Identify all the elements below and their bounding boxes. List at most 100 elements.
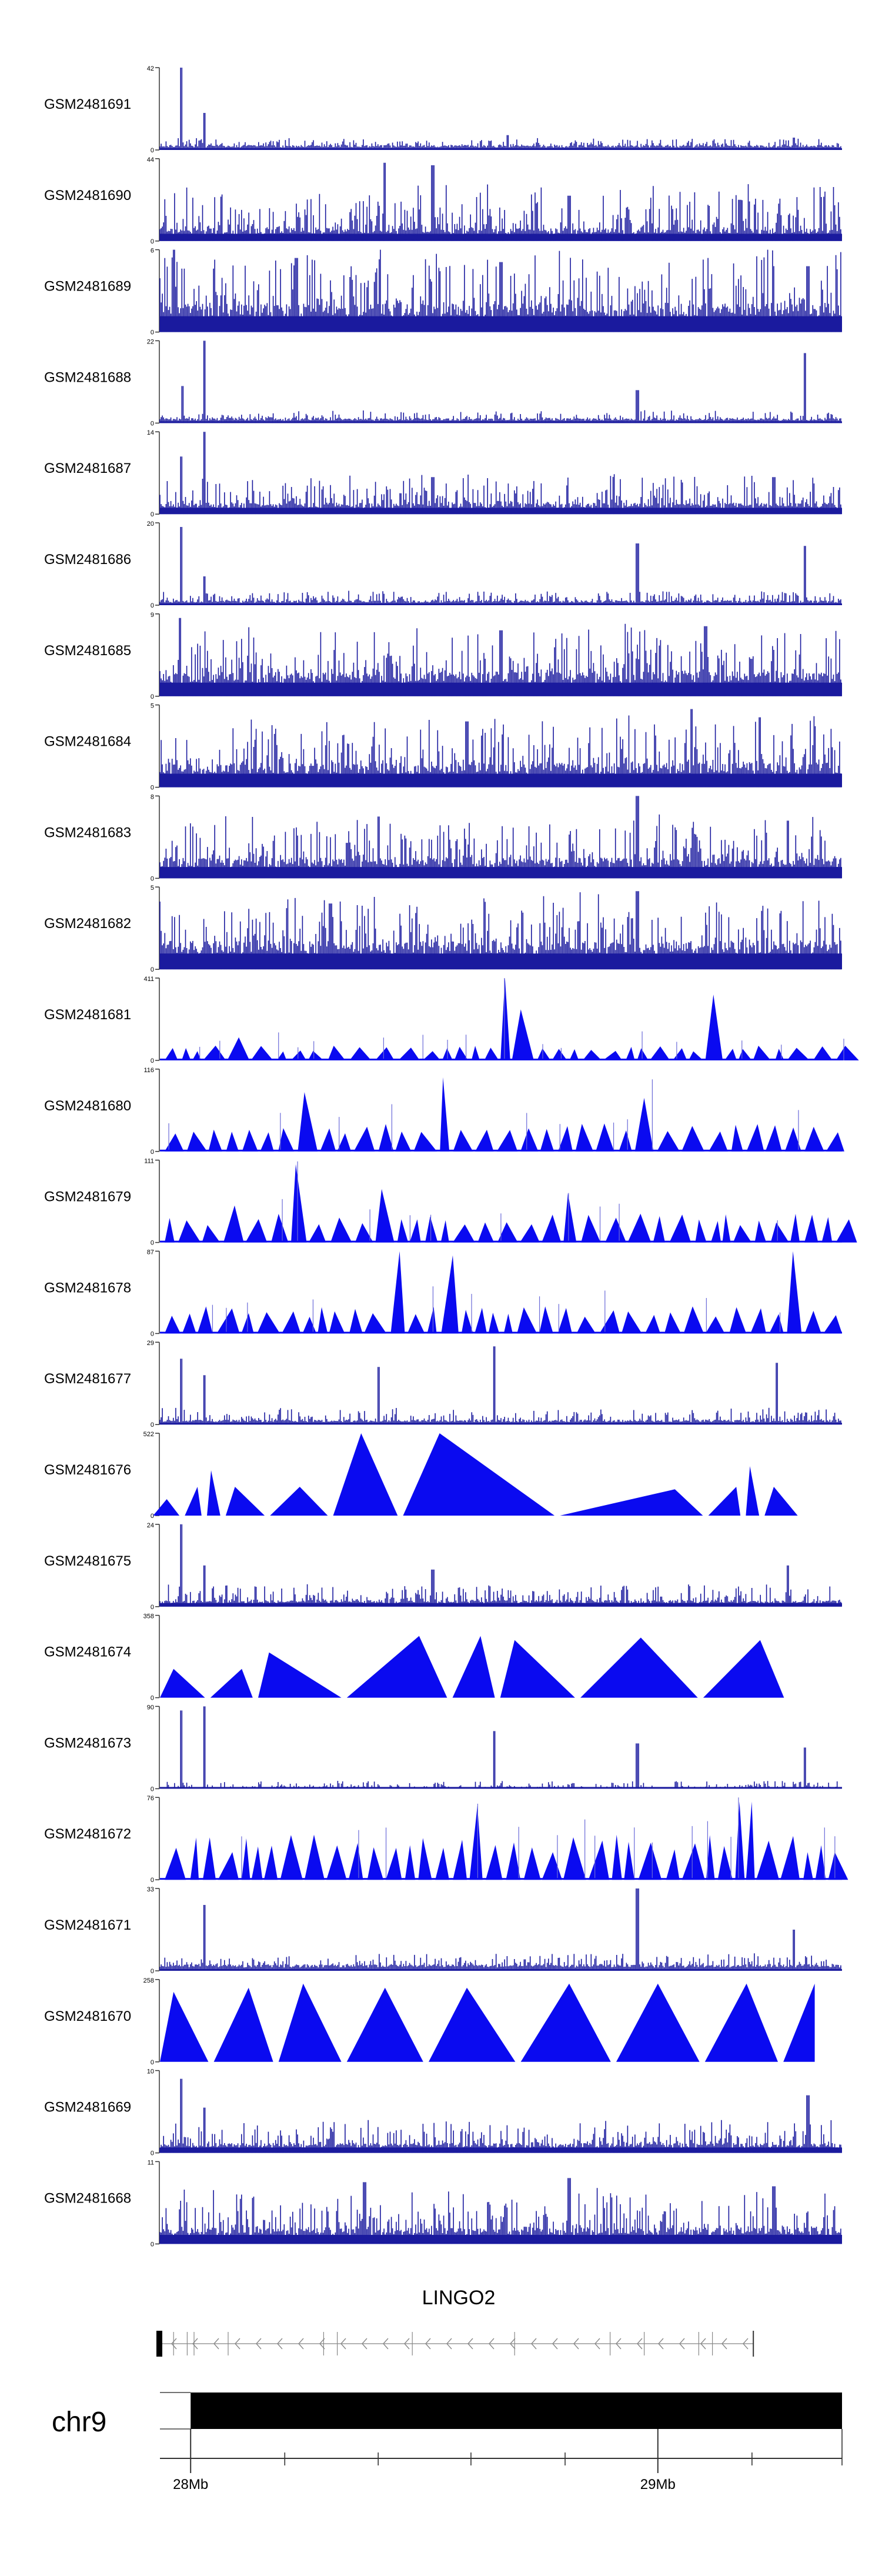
y-axis-min: 0 [151,966,154,973]
strand-arrow [213,2338,219,2350]
y-axis-max: 258 [143,1977,154,1984]
signal-peak [185,1487,202,1516]
signal-peak [210,1669,253,1698]
signal-peak [823,1315,843,1334]
track-label: GSM2481675 [44,1553,131,1569]
signal-peak [790,1213,800,1243]
signal-peak [405,1845,416,1880]
strand-arrow [552,2338,558,2350]
signal-peak [520,1224,540,1243]
strand-arrow [743,2338,749,2350]
signal-peak [409,1219,421,1243]
signal-bars [159,796,842,879]
signal-peak [627,1213,652,1243]
signal-peak [731,1125,743,1152]
signal-peak [596,1123,614,1152]
signal-bars [159,1888,842,1971]
signal-peak [486,1845,503,1880]
signal-peak [826,1132,844,1152]
signal-peak [291,1164,307,1243]
signal-peak [192,1051,201,1060]
signal-peak [349,1047,372,1060]
y-axis-min: 0 [151,1149,154,1156]
signal-baseline [160,1878,842,1880]
signal-peak [563,1193,577,1243]
signal-peak [746,1801,755,1880]
track-label: GSM2481677 [44,1371,131,1387]
signal-peak [260,1132,274,1152]
signal-peak [250,1046,273,1060]
signal-peak [280,1835,303,1880]
strand-arrow [235,2338,240,2350]
signal-bars [159,341,842,423]
signal-peak [733,1225,752,1243]
track: GSM2481685 9 0 [44,612,842,700]
strand-arrow [298,2338,304,2350]
signal-peak [582,1050,602,1060]
signal-peak [775,1049,784,1060]
signal-bars [159,618,842,696]
signal-peak [560,1489,703,1516]
signal-triangles [153,1433,798,1516]
signal-peak [599,1310,620,1334]
signal-triangles [160,1251,843,1334]
signal-baseline [160,233,842,241]
signal-peak [746,1466,760,1516]
strand-arrow [531,2338,537,2350]
signal-peak [475,1129,494,1152]
strand-arrow [594,2338,600,2350]
signal-triangles [160,1077,844,1152]
signal-peak [304,1834,325,1880]
signal-peak [182,1313,196,1334]
signal-bars [159,1524,842,1607]
signal-peak [375,1189,395,1243]
y-axis-min: 0 [151,1330,154,1337]
signal-peak [638,1843,662,1880]
track-label: GSM2481688 [44,369,131,385]
signal-peak [440,1220,449,1243]
signal-peak [497,1222,518,1243]
signal-peak [308,1050,324,1060]
y-axis-max: 5 [151,703,154,710]
track-label: GSM2481680 [44,1098,131,1114]
signal-peak [653,1216,665,1243]
y-axis-max: 33 [147,1886,154,1893]
signal-path [159,2178,841,2244]
signal-peak [403,1433,555,1516]
signal-peak [330,1217,352,1243]
signal-peak [506,1842,521,1880]
signal-peak [348,1843,363,1880]
signal-peak [407,1314,425,1334]
y-axis-min: 0 [151,238,154,245]
signal-peak [517,1307,537,1334]
signal-peak [471,1046,480,1060]
track-label: GSM2481681 [44,1007,131,1023]
y-axis-min: 0 [151,1968,154,1975]
signal-bars [159,527,842,605]
signal-peak [605,1217,627,1243]
signal-peak [695,1219,707,1243]
signal-path [159,1524,841,1607]
signal-peak [669,1214,691,1243]
y-axis-min: 0 [151,1786,154,1793]
strand-arrow [256,2338,262,2350]
signal-peak [165,1133,184,1152]
signal-peak [333,1433,398,1516]
signal-peak [153,1499,180,1516]
y-axis-max: 10 [147,2068,154,2076]
signal-baseline [160,773,842,788]
signal-peak [223,1205,244,1243]
signal-peak [346,1987,423,2062]
signal-peak [500,978,510,1060]
signal-peak [575,1123,593,1152]
signal-peak [503,1313,513,1334]
tracks-layer: GSM2481691420GSM2481690440GSM248168960GS… [44,65,859,2248]
signal-peak [367,1847,383,1880]
signal-baseline [160,2235,842,2244]
signal-baseline [160,1969,842,1971]
strand-arrow [616,2338,622,2350]
signal-path [159,1706,841,1789]
chromosome-ideogram: chr9 [52,2392,843,2438]
signal-peak [429,1987,516,2062]
